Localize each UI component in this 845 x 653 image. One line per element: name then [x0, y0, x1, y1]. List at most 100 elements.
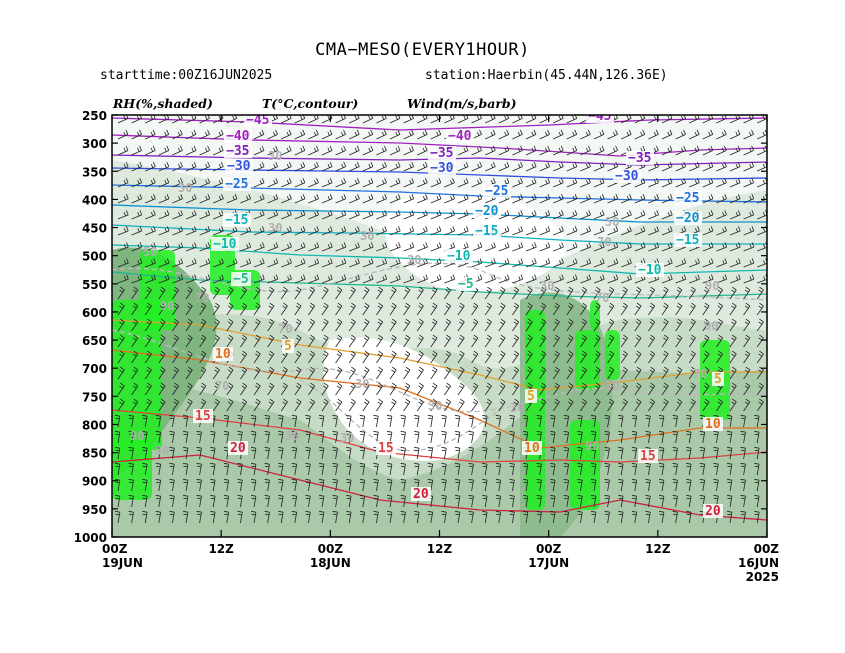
wind-barb	[172, 161, 183, 172]
wind-barb	[376, 177, 387, 188]
wind-barb	[427, 430, 434, 444]
wind-barb	[349, 258, 360, 268]
wind-barb	[376, 274, 388, 284]
wind-barb	[144, 318, 152, 332]
wind-barb	[226, 286, 234, 300]
wind-barb	[264, 510, 270, 524]
wind-barb	[376, 129, 387, 140]
temp-label-text: −10	[213, 237, 237, 252]
rh-saturated-patch	[112, 300, 162, 450]
wind-barb	[485, 145, 496, 156]
wind-barb	[349, 177, 360, 188]
y-tick-label: 850	[82, 447, 107, 461]
temp-label-background	[224, 129, 252, 143]
wind-barb	[444, 398, 452, 412]
wind-barb	[308, 194, 319, 204]
temp-contour-label: −10	[445, 249, 473, 264]
wind-barb	[743, 161, 755, 172]
wind-barb	[702, 258, 714, 268]
temp-contour-label: −30	[613, 169, 641, 184]
wind-barb	[294, 398, 302, 412]
temp-label-background	[525, 389, 537, 403]
wind-barb	[525, 194, 537, 204]
temp-label-text: −30	[615, 169, 639, 184]
wind-barb	[539, 286, 547, 300]
wind-barb	[566, 334, 574, 348]
temp-label-background	[613, 169, 641, 183]
wind-barb	[430, 286, 438, 300]
temp-contour-label: 20	[411, 487, 431, 502]
wind-barb	[539, 145, 550, 156]
wind-barb	[648, 398, 656, 412]
wind-barb	[417, 210, 428, 220]
wind-barb	[495, 430, 502, 444]
wind-barb	[634, 226, 646, 236]
wind-barb	[661, 226, 673, 236]
wind-barb	[400, 510, 406, 524]
wind-barb	[726, 430, 733, 444]
wind-barb	[359, 510, 366, 524]
wind-barb	[593, 334, 601, 348]
wind-barb	[522, 478, 529, 492]
wind-barb	[457, 145, 469, 156]
wind-barb	[427, 462, 434, 476]
wind-barb	[389, 274, 401, 284]
wind-barb	[716, 177, 727, 188]
wind-barb	[199, 194, 211, 204]
wind-barb	[631, 430, 638, 444]
wind-barb	[634, 398, 642, 412]
wind-barb	[688, 382, 696, 396]
wind-barb	[607, 274, 619, 284]
wind-barb	[185, 366, 193, 380]
wind-barb	[145, 115, 156, 124]
wind-barb	[348, 382, 356, 396]
wind-barb	[196, 478, 202, 492]
rh-field-label: RH(%,shaded)	[113, 96, 213, 111]
wind-barb	[645, 494, 651, 508]
wind-barb	[512, 382, 520, 396]
wind-barb	[593, 210, 605, 220]
wind-barb	[444, 318, 452, 332]
wind-barb	[182, 446, 189, 460]
wind-barb	[539, 226, 551, 236]
wind-barb	[468, 494, 474, 508]
wind-barb	[321, 274, 333, 284]
wind-barb	[267, 398, 275, 412]
wind-barb	[675, 145, 686, 156]
wind-barb	[675, 366, 683, 380]
wind-barb	[672, 430, 678, 444]
wind-barb	[169, 414, 175, 428]
temp-label-background	[522, 441, 542, 455]
wind-barb	[346, 430, 352, 444]
wind-barb	[280, 318, 288, 332]
wind-barb	[403, 115, 414, 124]
wind-barb	[563, 510, 570, 524]
wind-barb	[441, 446, 447, 460]
wind-barb	[756, 286, 764, 300]
wind-barb	[539, 177, 551, 188]
wind-barb	[525, 334, 533, 348]
wind-barb	[743, 242, 755, 252]
wind-barb	[716, 398, 724, 412]
temp-label-background	[674, 191, 702, 205]
wind-barb	[403, 366, 411, 380]
wind-barb	[362, 129, 374, 140]
wind-barb	[566, 226, 578, 236]
wind-barb	[729, 145, 741, 156]
wind-barb	[686, 462, 692, 476]
wind-barb	[267, 274, 279, 284]
y-tick-label: 450	[82, 222, 107, 236]
temp-contour-label: 10	[213, 347, 233, 362]
wind-barb	[743, 145, 754, 156]
wind-barb	[362, 258, 374, 268]
wind-barb	[689, 274, 700, 284]
temp-contour-label: −20	[674, 211, 702, 226]
wind-barb	[240, 242, 252, 252]
wind-barb	[308, 382, 316, 396]
wind-barb	[740, 462, 746, 476]
station-label: station:Haerbin(45.44N,126.36E)	[425, 68, 668, 83]
wind-barb	[128, 494, 134, 508]
wind-barb	[580, 398, 588, 412]
wind-barb	[416, 350, 424, 364]
wind-barb	[253, 334, 261, 348]
